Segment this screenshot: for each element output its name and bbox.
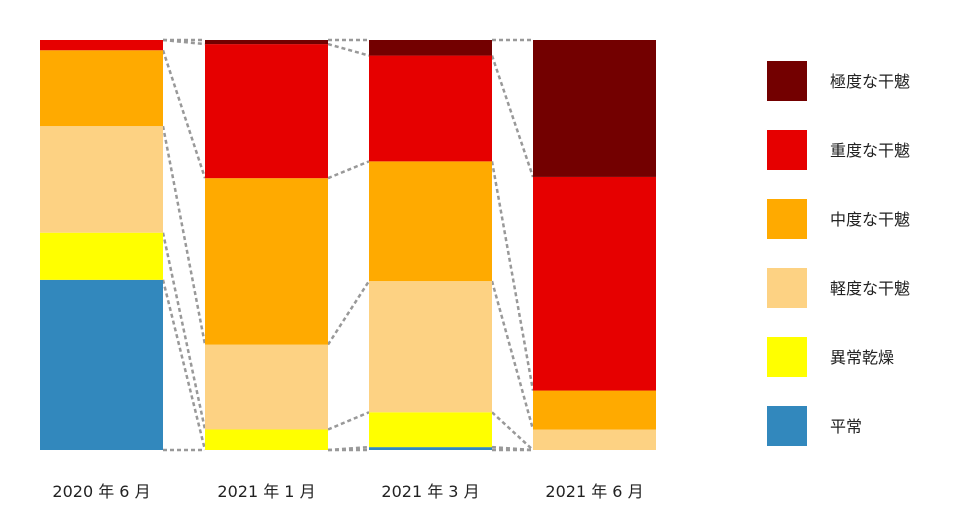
connector-line — [161, 125, 207, 345]
legend-swatch — [767, 268, 807, 308]
legend-swatch — [767, 406, 807, 446]
bar-segment — [533, 176, 656, 391]
x-tick-label: 2021 年 1 月 — [217, 482, 315, 501]
legend-swatch — [767, 337, 807, 377]
legend-swatch — [767, 130, 807, 170]
connector-line — [491, 411, 534, 451]
legend-label: 中度な干魃 — [830, 210, 910, 229]
bar-segment — [205, 178, 328, 345]
bar-segment — [533, 40, 656, 177]
bar-segment — [40, 279, 163, 450]
legend-swatch — [767, 61, 807, 101]
bar-segment — [205, 44, 328, 179]
bar-segment — [369, 40, 492, 56]
connector-line — [327, 411, 370, 431]
connector-line — [161, 49, 207, 179]
connector-line — [161, 279, 207, 451]
connector-line — [161, 232, 207, 430]
legend-label: 重度な干魃 — [830, 141, 910, 160]
bar-segment — [40, 50, 163, 127]
connector-line — [491, 445, 534, 452]
connector-line — [490, 161, 535, 391]
bar-stacks — [40, 40, 656, 450]
bar-segment — [533, 390, 656, 430]
bar-segment — [369, 447, 492, 450]
bar-segment — [40, 232, 163, 280]
connector-line — [490, 55, 535, 178]
connector-line — [327, 42, 370, 57]
bar-segment — [369, 281, 492, 413]
bar-segment — [40, 126, 163, 233]
connector-line — [490, 280, 535, 430]
bar-segment — [205, 429, 328, 450]
connector-lines — [161, 38, 535, 452]
legend-label: 平常 — [830, 417, 862, 436]
bar-segment — [205, 40, 328, 45]
bar-segment — [369, 161, 492, 282]
legend-label: 軽度な干魃 — [830, 279, 910, 298]
connector-line — [327, 445, 370, 452]
connector-line — [327, 160, 370, 180]
legend-swatch — [767, 199, 807, 239]
bar-segment — [40, 40, 163, 51]
x-axis-tick-labels: 2020 年 6 月 2021 年 1 月 2021 年 3 月 2021 年 6 月 — [52, 482, 643, 501]
connector-line — [326, 280, 371, 346]
legend-label: 極度な干魃 — [830, 72, 910, 91]
bar-segment — [369, 55, 492, 162]
bar-segment — [369, 412, 492, 448]
x-tick-label: 2020 年 6 月 — [52, 482, 150, 501]
bar-segment — [533, 429, 656, 450]
bar-segment — [205, 344, 328, 430]
x-tick-label: 2021 年 6 月 — [545, 482, 643, 501]
legend-label: 異常乾燥 — [830, 348, 894, 367]
x-tick-label: 2021 年 3 月 — [381, 482, 479, 501]
